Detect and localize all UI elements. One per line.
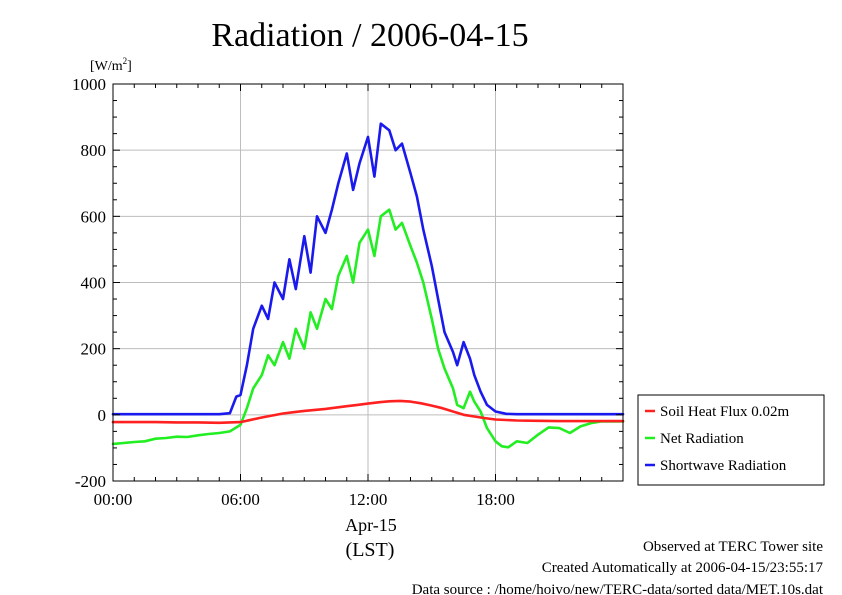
footer-observed: Observed at TERC Tower site: [643, 539, 823, 555]
y-axis-label-sup: 2: [123, 56, 128, 66]
y-axis-label-base: [W/m: [90, 59, 123, 74]
legend-label-net-radiation: Net Radiation: [660, 431, 744, 447]
footer-created: Created Automatically at 2006-04-15/23:5…: [542, 560, 824, 576]
series-line-net-radiation: [111, 208, 625, 449]
y-tick-label: 800: [81, 141, 107, 160]
legend-label-soil-heat-flux-0-02m: Soil Heat Flux 0.02m: [660, 404, 790, 420]
series-line-soil-heat-flux-0-02m: [111, 399, 625, 425]
y-axis-label: [W/m2]: [90, 56, 132, 74]
y-tick-label: 0: [98, 406, 107, 425]
x-axis-timezone-label: (LST): [346, 539, 395, 561]
x-axis-date-label: Apr-15: [345, 515, 397, 535]
series-line-shortwave-radiation: [111, 122, 625, 416]
y-tick-label: -200: [75, 472, 106, 491]
x-tick-label: 00:00: [94, 490, 133, 509]
y-tick-label: 600: [81, 207, 107, 226]
x-tick-label: 06:00: [221, 490, 260, 509]
y-axis-label-end: ]: [127, 59, 132, 74]
legend: Soil Heat Flux 0.02m Net Radiation Shortwa…: [637, 394, 825, 486]
axis-ticks: -200 0 200 400 600 800 1000 00:00 06:00 12:00 18:0…: [72, 75, 624, 509]
y-tick-label: 1000: [72, 75, 106, 94]
footer-data-source: Data source : /home/hoivo/new/TERC-data/…: [412, 582, 824, 595]
legend-box: [637, 394, 825, 486]
x-tick-label: 12:00: [349, 490, 388, 509]
y-tick-label: 400: [81, 274, 107, 293]
chart-title: Radiation / 2006-04-15: [211, 17, 528, 54]
x-tick-label: 18:00: [476, 490, 515, 509]
series-layer: [111, 122, 625, 449]
legend-label-shortwave-radiation: Shortwave Radiation: [660, 458, 787, 474]
y-tick-label: 200: [81, 340, 107, 359]
